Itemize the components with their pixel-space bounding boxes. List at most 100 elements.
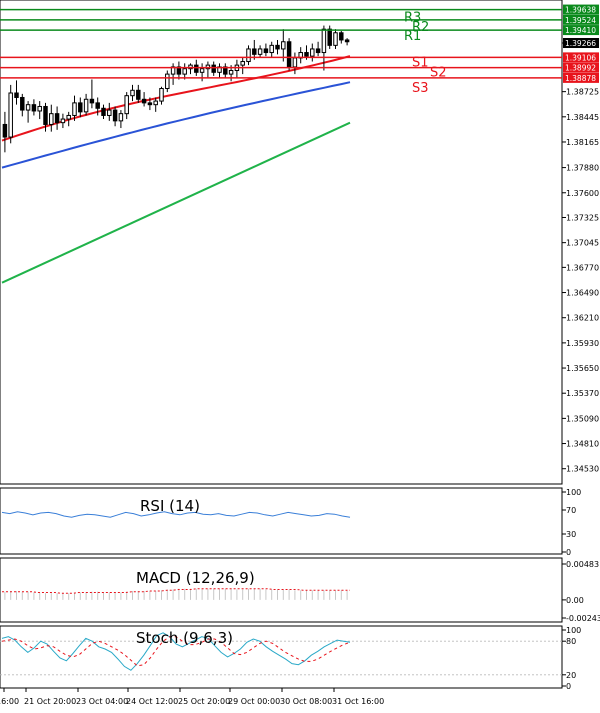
rsi-axis: 100 70 30 0 [562,488,581,557]
candle-body [2,123,8,138]
level-price-label: 1.38992 [565,64,596,73]
rsi-series-line [1,511,351,518]
macd-histogram [4,588,348,600]
candle-body [14,92,19,98]
candle-body [136,89,141,100]
level-price-box [563,14,599,25]
level-price-label: 1.39524 [565,16,596,25]
candle-body [315,48,321,54]
candle-body [344,39,350,43]
level-price-box [563,62,599,73]
price-tick-label: 1.35370 [566,389,599,398]
candle-body [194,64,199,73]
price-tick-label: 1.38725 [566,88,599,97]
stoch-axis: 100 80 20 0 [562,626,581,691]
candle-body [31,104,37,112]
stoch-panel-frame [0,625,563,689]
candle-body [54,113,60,124]
rsi-panel-frame [0,487,563,555]
price-tick-label: 1.36210 [566,314,599,323]
moving-average-line [1,55,351,142]
price-tick-label: 1.35090 [566,414,599,423]
time-tick-label: 25 Oct 20:00 [178,697,230,706]
candle-body [333,32,338,46]
candle-body [159,87,164,102]
price-panel-frame [0,0,563,485]
indicator-tick-label: 0.00483 [566,560,599,569]
candle-body [107,109,112,116]
indicator-tick-label: 80 [566,637,576,646]
indicator-tick-label: 100 [566,626,581,635]
candle-body [25,104,31,111]
price-tick-label: 1.36770 [566,263,599,272]
level-price-label: 1.39410 [565,26,596,35]
level-price-box [563,4,599,15]
level-price-box [563,72,599,83]
candlesticks [2,25,350,153]
level-name: R2 [412,20,429,35]
candle-body [118,113,124,122]
macd-axis: 0.00483 0.00 -0.002439 [562,560,600,623]
candle-body [257,48,263,55]
candle-body [246,48,251,63]
macd-signal-line [2,588,350,594]
candle-body [141,98,147,104]
candle-body [72,102,77,116]
price-tick-label: 1.37325 [566,213,599,222]
level-price-box [563,25,599,36]
indicator-tick-label: 0.00 [566,596,584,605]
level-price-label: 1.39106 [565,53,596,62]
candle-body [95,102,100,109]
candle-body [199,68,205,73]
time-tick-label: 31 Oct 16:00 [332,697,384,706]
candle-body [165,73,170,89]
level-name: S3 [412,81,429,96]
time-tick-label: 30 Oct 08:00 [280,697,332,706]
level-price-label: 1.39266 [565,39,596,48]
candle-body [304,52,309,57]
stoch-series-line [1,636,351,667]
price-tick-label: 1.37600 [566,189,599,198]
candle-body [211,64,216,73]
candle-body [275,44,280,50]
indicator-tick-label: -0.002439 [566,614,600,623]
level-name: S1 [412,55,429,70]
stoch-series-line [1,632,351,671]
moving-averages [1,55,351,284]
macd-panel-frame [0,557,563,623]
candle-body [269,44,274,54]
candle-body [49,113,54,125]
candle-body [60,118,66,124]
candle-body [124,95,129,115]
candle-body [228,70,234,75]
level-price-label: 1.39638 [565,6,596,15]
level-name: R3 [404,11,421,26]
candle-body [130,89,135,97]
indicator-tick-label: 0 [566,682,571,691]
price-tick-label: 1.34530 [566,465,599,474]
time-tick-label: 24 Oct 12:00 [126,697,178,706]
candle-body [240,61,245,66]
candle-body [20,96,25,111]
indicator-tick-label: 100 [566,488,581,497]
candle-body [43,105,48,125]
candle-body [83,98,89,113]
level-price-box [563,52,599,63]
price-tick-label: 1.38445 [566,113,599,122]
indicator-tick-label: 0 [566,548,571,557]
price-tick-label: 1.34810 [566,440,599,449]
level-name: S2 [430,66,447,81]
rsi-line [1,511,351,518]
moving-average-line [1,81,351,169]
candle-body [112,109,118,122]
candle-body [66,114,71,120]
candle-body [8,92,13,138]
rsi-title: RSI (14) [140,497,200,515]
level-name: R1 [404,29,421,44]
macd-signal-series [2,588,350,594]
price-tick-label: 1.38165 [566,138,599,147]
candle-body [37,105,42,112]
macd-title: MACD (12,26,9) [136,569,255,587]
time-tick-label: 16:00 [0,697,19,706]
indicator-tick-label: 70 [566,506,576,515]
